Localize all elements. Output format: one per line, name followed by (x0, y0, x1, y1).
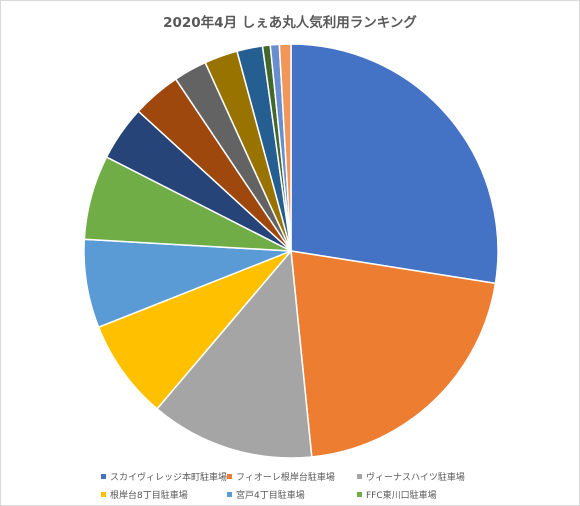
legend-item: フィオーレ根岸台駐車場 (227, 470, 357, 483)
legend-swatch (101, 473, 106, 479)
legend-swatch (357, 473, 362, 479)
legend-item: FFC東川口駐車場 (357, 488, 483, 501)
pie-slice (290, 43, 499, 285)
legend-label: 宮戸4丁目駐車場 (236, 490, 305, 501)
legend-label: 根岸台8丁目駐車場 (110, 490, 188, 501)
pie-slice (290, 250, 497, 458)
legend-label: FFC東川口駐車場 (366, 490, 437, 501)
pie-slice (278, 43, 292, 252)
legend: スカイヴィレッジ本町駐車場 フィオーレ根岸台駐車場 ヴィーナスハイツ駐車場 根岸… (101, 467, 541, 503)
legend-swatch (357, 491, 362, 497)
legend-item: ヴィーナスハイツ駐車場 (357, 470, 483, 483)
pie-chart (83, 43, 499, 459)
legend-swatch (227, 491, 232, 497)
legend-item: 宮戸4丁目駐車場 (227, 488, 357, 501)
legend-item: 根岸台8丁目駐車場 (101, 488, 227, 501)
legend-swatch (101, 491, 106, 497)
chart-title: 2020年4月 しぇあ丸人気利用ランキング (163, 15, 417, 31)
legend-item: スカイヴィレッジ本町駐車場 (101, 470, 227, 483)
pie-slice (156, 249, 313, 459)
legend-label: ヴィーナスハイツ駐車場 (366, 472, 465, 483)
pie-slice (97, 250, 292, 410)
legend-label: フィオーレ根岸台駐車場 (236, 472, 335, 483)
legend-label: スカイヴィレッジ本町駐車場 (110, 472, 228, 483)
legend-swatch (227, 473, 232, 479)
